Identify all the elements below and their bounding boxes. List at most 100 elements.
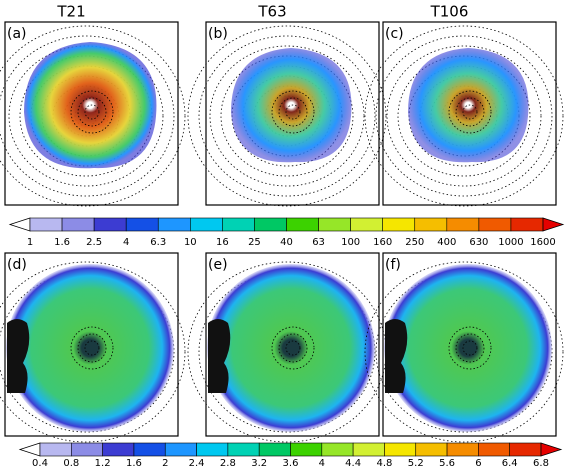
panel-frame <box>205 21 380 206</box>
colorbar-tick-label: 16 <box>216 237 229 248</box>
colorbar-tick-label: 1000 <box>498 237 523 248</box>
contour <box>198 271 376 433</box>
colorbar-segment <box>509 442 542 457</box>
colorbar-segment <box>318 217 351 232</box>
colorbar-tick-label: 10 <box>184 237 197 248</box>
contour <box>8 45 164 187</box>
colorbar-tick-label: 25 <box>248 237 261 248</box>
colorbar-tick-label: 1.6 <box>54 237 70 248</box>
contour <box>271 326 315 370</box>
colorbar-tick-label: 160 <box>373 237 392 248</box>
column-title: T106 <box>430 3 469 21</box>
contour <box>84 340 100 356</box>
contour <box>278 333 308 363</box>
colorbar-segment <box>258 442 291 457</box>
colorbar-tick-label: 630 <box>469 237 488 248</box>
colorbar-segment <box>384 442 417 457</box>
contour <box>455 97 485 127</box>
colorbar-segment <box>39 442 72 457</box>
panel-frame <box>382 252 557 437</box>
colorbar-segment <box>29 217 63 232</box>
colorbar-segment <box>446 442 479 457</box>
contour <box>0 271 175 433</box>
colorbar-tick-label: 4.4 <box>345 458 361 469</box>
contour <box>285 104 301 120</box>
colorbar-tick-label: 4 <box>123 237 129 248</box>
colorbar-segment <box>414 217 448 232</box>
colorbar-tick-label: 6.4 <box>502 458 518 469</box>
colorbar-tick-label: 2.5 <box>86 237 102 248</box>
field <box>207 264 375 432</box>
colorbar-segment <box>164 442 197 457</box>
colorbar-segment <box>61 217 95 232</box>
coastline <box>208 319 231 393</box>
colorbar-tick-label: 400 <box>437 237 456 248</box>
contour <box>375 35 553 197</box>
colorbar-tick-label: 4.8 <box>376 458 392 469</box>
map-panel: (a) <box>0 21 186 207</box>
contour <box>386 45 542 187</box>
colorbar-tick-label: 6 <box>475 458 481 469</box>
panel-frame <box>382 21 557 206</box>
colorbar-segment <box>446 217 480 232</box>
colorbar-end <box>8 217 31 232</box>
colorbar-segment <box>222 217 255 232</box>
contour <box>285 340 301 356</box>
colorbar-segment <box>125 217 159 232</box>
colorbar-segment <box>350 217 383 232</box>
colorbar-tick-label: 100 <box>341 237 360 248</box>
colorbar-tick-label: 2 <box>162 458 168 469</box>
colorbar-end <box>542 217 565 232</box>
colorbar-tick-label: 0.8 <box>63 458 79 469</box>
contour <box>70 326 114 370</box>
map-panel: (e) <box>187 252 387 443</box>
field <box>384 264 552 432</box>
colorbar-segment <box>190 217 223 232</box>
contour <box>70 90 114 134</box>
contour <box>455 333 485 363</box>
colorbar-tick-label: 1 <box>27 237 33 248</box>
colorbar-tick-label: 5.2 <box>408 458 424 469</box>
contour <box>462 104 478 120</box>
colorbar-segment <box>196 442 229 457</box>
contour <box>198 35 376 197</box>
coastline <box>385 319 408 393</box>
contour <box>271 90 315 134</box>
field <box>24 42 157 169</box>
contour <box>0 25 186 207</box>
contour <box>0 35 175 197</box>
colorbar-segment <box>382 217 416 232</box>
map-panel: (f) <box>364 252 564 443</box>
field <box>408 48 529 163</box>
colorbar-tick-label: 40 <box>280 237 293 248</box>
panel-label: (e) <box>208 257 228 273</box>
colorbar-segment <box>71 442 103 457</box>
colorbar-tick-label: 6.3 <box>150 237 166 248</box>
colorbar-tick-label: 4 <box>319 458 325 469</box>
contour <box>364 25 564 207</box>
panel-label: (a) <box>7 26 27 42</box>
colorbar-segment <box>102 442 135 457</box>
colorbar-segment <box>352 442 385 457</box>
colorbar-tick-label: 6.8 <box>533 458 549 469</box>
panel-label: (d) <box>7 257 27 273</box>
colorbar-segment <box>157 217 191 232</box>
colorbar-segment <box>254 217 287 232</box>
contour <box>187 25 387 207</box>
colorbar-tick-label: 0.4 <box>32 458 48 469</box>
map-panel: (b) <box>187 21 387 207</box>
panel-label: (c) <box>385 26 404 42</box>
colorbar-tick-label: 5.6 <box>439 458 455 469</box>
colorbar-tick-label: 1.6 <box>126 458 142 469</box>
contour <box>364 261 564 443</box>
field <box>231 48 352 163</box>
colorbar-tick-label: 1.2 <box>95 458 111 469</box>
coastline <box>7 319 30 393</box>
colorbar-end <box>18 442 41 457</box>
contour <box>84 104 100 120</box>
contour <box>0 261 186 443</box>
colorbar-segment <box>93 217 127 232</box>
field <box>6 264 174 432</box>
